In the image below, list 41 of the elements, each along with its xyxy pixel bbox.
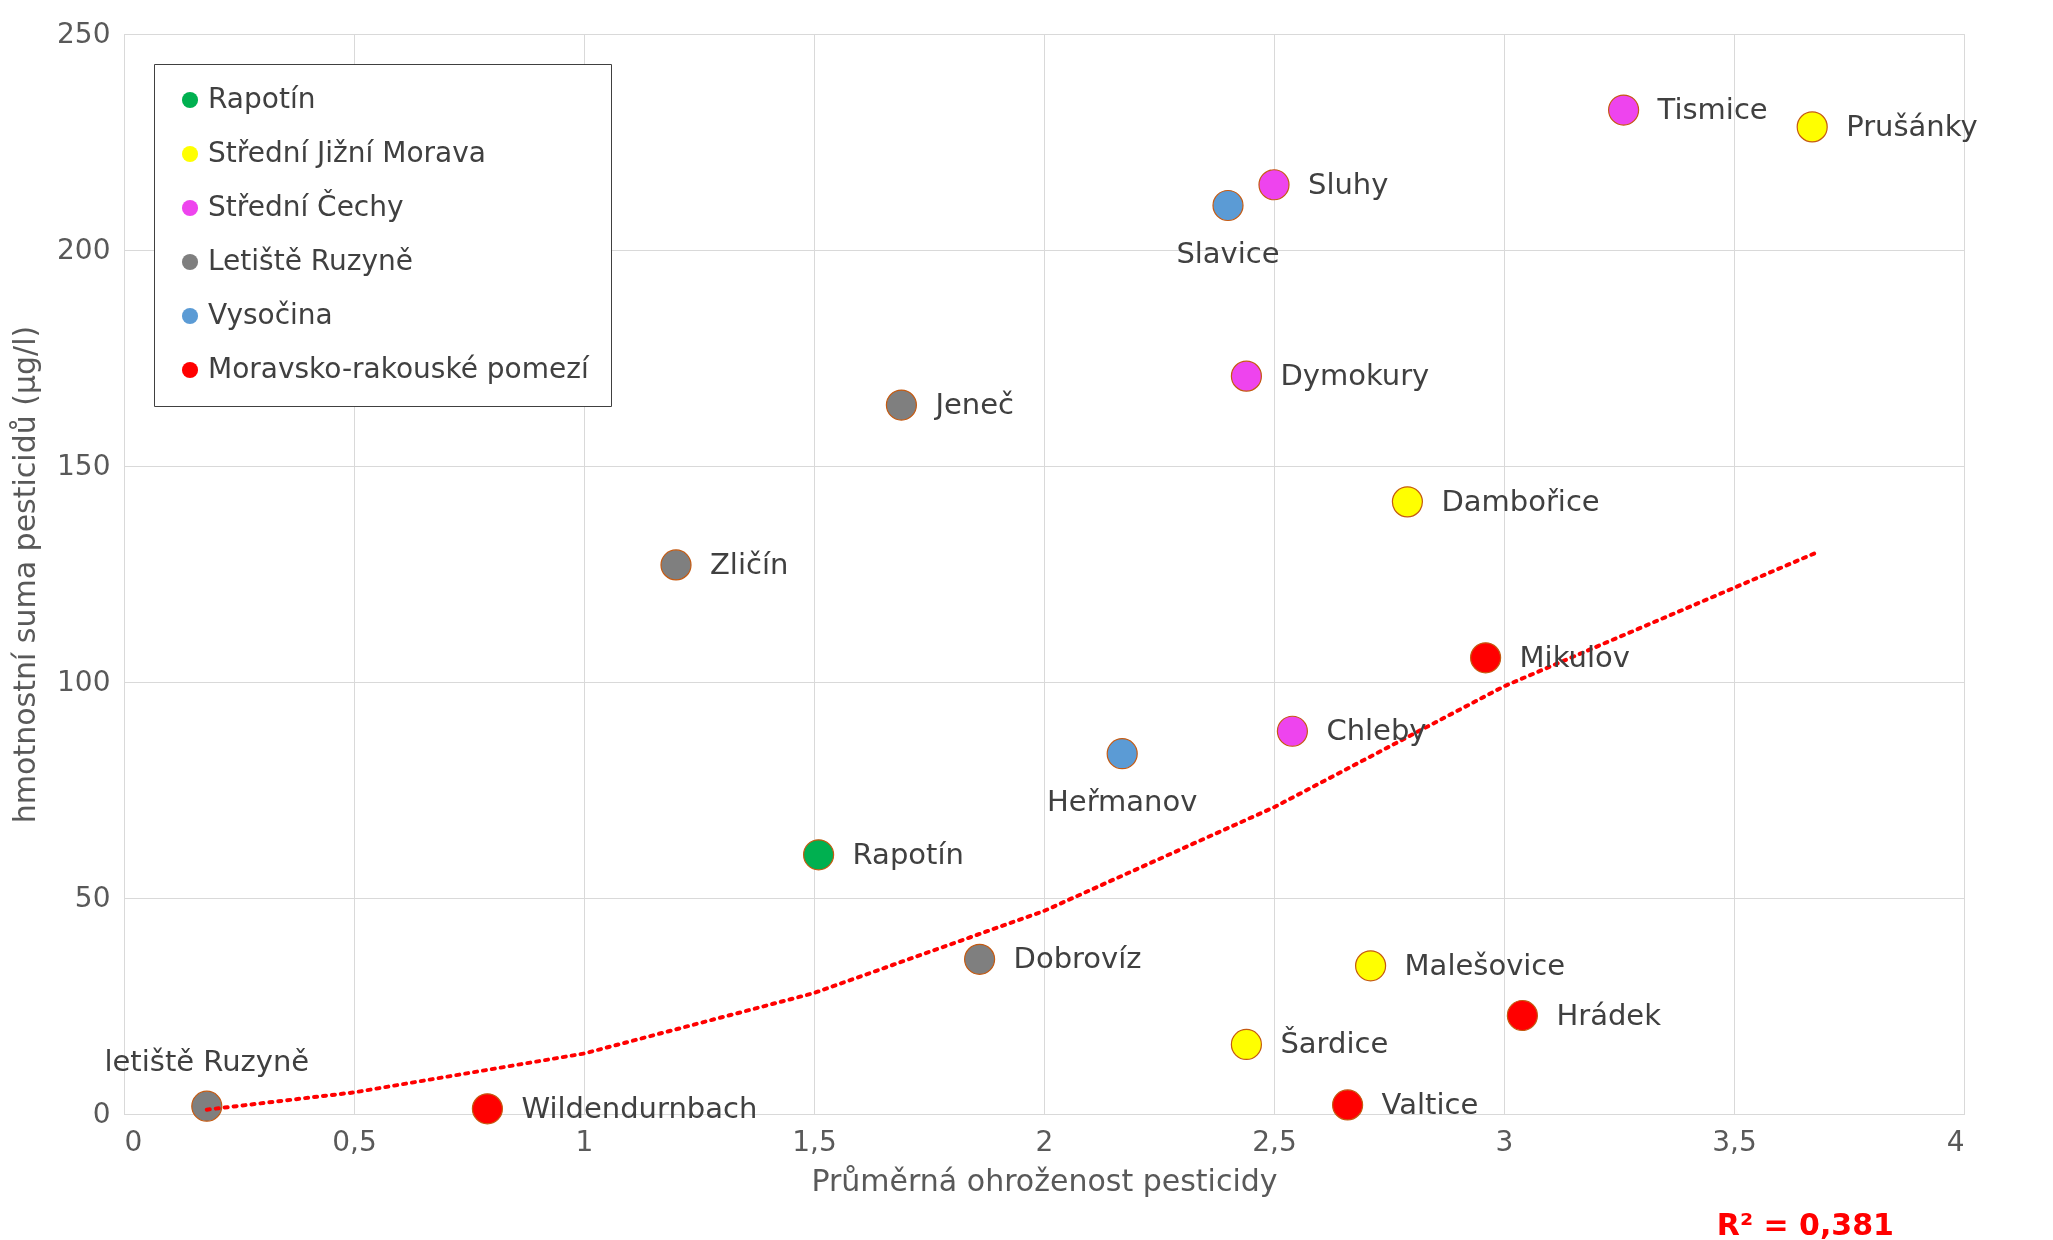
annotation: Zličín <box>710 546 789 581</box>
x-tick-label: 4 <box>1946 1124 1965 1158</box>
legend-label: Rapotín <box>208 82 316 115</box>
legend-label: Letiště Ruzyně <box>208 244 413 277</box>
x-tick-label: 3 <box>1495 1124 1514 1158</box>
x-tick-label: 1 <box>575 1124 594 1158</box>
annotation: Sluhy <box>1308 166 1389 201</box>
annotation: Valtice <box>1381 1086 1479 1121</box>
annotation: Heřmanov <box>1047 783 1198 818</box>
y-tick-label: 250 <box>57 16 111 50</box>
annotation: Jeneč <box>933 387 1014 422</box>
annotation: Dambořice <box>1441 483 1600 518</box>
x-tick-label: 3,5 <box>1712 1124 1757 1158</box>
legend-label: Střední Jižní Morava <box>208 136 486 169</box>
x-tick-label: 2,5 <box>1252 1124 1297 1158</box>
y-axis-title: hmotnostní suma pesticidů (µg/l) <box>7 325 43 824</box>
text: R² = 0,381 <box>1716 1207 1894 1240</box>
annotation: Hrádek <box>1556 997 1662 1032</box>
x-tick-label: 1,5 <box>792 1124 837 1158</box>
annotation: Slavice <box>1176 235 1280 270</box>
y-tick-label: 200 <box>57 232 111 266</box>
y-tick-label: 100 <box>57 664 111 698</box>
legend-label: Střední Čechy <box>208 189 404 223</box>
x-tick-label: 0 <box>124 1124 143 1158</box>
annotation: Dymokury <box>1280 358 1430 393</box>
annotation: Rapotín <box>852 836 964 871</box>
annotation: Malešovice <box>1404 947 1566 982</box>
annotation: Wildendurnbach <box>521 1090 758 1125</box>
legend-label: Vysočina <box>208 298 333 331</box>
annotation: Šardice <box>1280 1026 1389 1061</box>
y-tick-label: 50 <box>74 880 111 914</box>
x-tick-label: 2 <box>1035 1124 1054 1158</box>
y-tick-label: 150 <box>57 448 111 482</box>
y-tick-label: 0 <box>92 1096 111 1130</box>
x-tick-label: 0,5 <box>332 1124 377 1158</box>
annotation: letiště Ruzyně <box>104 1044 310 1079</box>
annotation: Tismice <box>1656 92 1768 127</box>
x-axis-title: Průměrná ohroženost pesticidy <box>811 1162 1278 1198</box>
annotation: Dobrovíz <box>1013 941 1142 976</box>
legend-label: Moravsko-rakouské pomezí <box>208 352 590 385</box>
annotation: Prušánky <box>1846 108 1978 143</box>
